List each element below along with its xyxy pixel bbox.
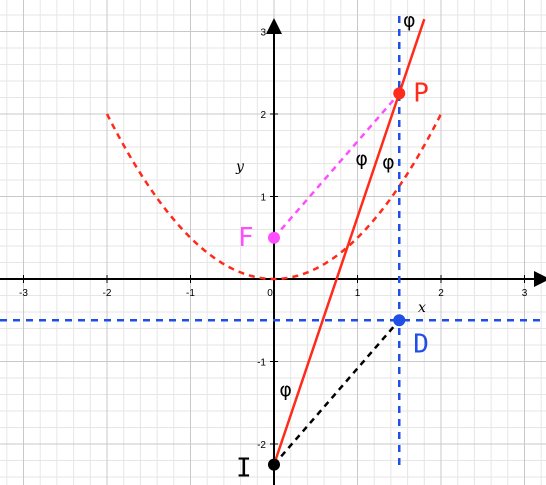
axes (0, 18, 546, 485)
tick-labels: -3 -2 -1 0 1 2 3 -2 -1 1 2 3 x y (19, 28, 528, 452)
tangent-line (272, 18, 426, 466)
y-tick-label: -2 (257, 440, 266, 451)
point-label-i: I (236, 454, 252, 484)
point-p (393, 87, 406, 100)
point-label-p: P (413, 78, 429, 108)
points (268, 87, 406, 471)
angle-mark-phi: φ (355, 148, 368, 170)
x-tick-label: -1 (186, 288, 195, 299)
parabola-curve (105, 113, 443, 281)
y-tick-label: -1 (257, 358, 266, 369)
angle-mark-phi: φ (279, 379, 292, 401)
point-d (393, 314, 406, 327)
point-f (268, 231, 280, 244)
y-tick-label: 1 (260, 193, 266, 204)
angle-mark-phi: φ (382, 151, 395, 173)
x-tick-label: 3 (522, 288, 528, 299)
y-axis-label: y (235, 159, 245, 175)
point-label-f: F (238, 223, 254, 253)
x-tick-label: -2 (103, 288, 112, 299)
segment-i-d (273, 319, 401, 466)
segment-f-p (273, 92, 401, 239)
x-axis-label: x (418, 300, 426, 316)
x-tick-label: -3 (19, 288, 28, 299)
x-tick-label: 2 (438, 288, 444, 299)
angle-mark-phi: φ (403, 10, 416, 32)
x-tick-label: 0 (267, 288, 273, 299)
y-tick-label: 2 (260, 110, 266, 121)
point-i (268, 458, 280, 471)
point-label-d: D (413, 329, 429, 359)
y-tick-label: 3 (260, 28, 266, 39)
x-tick-label: 1 (355, 288, 361, 299)
